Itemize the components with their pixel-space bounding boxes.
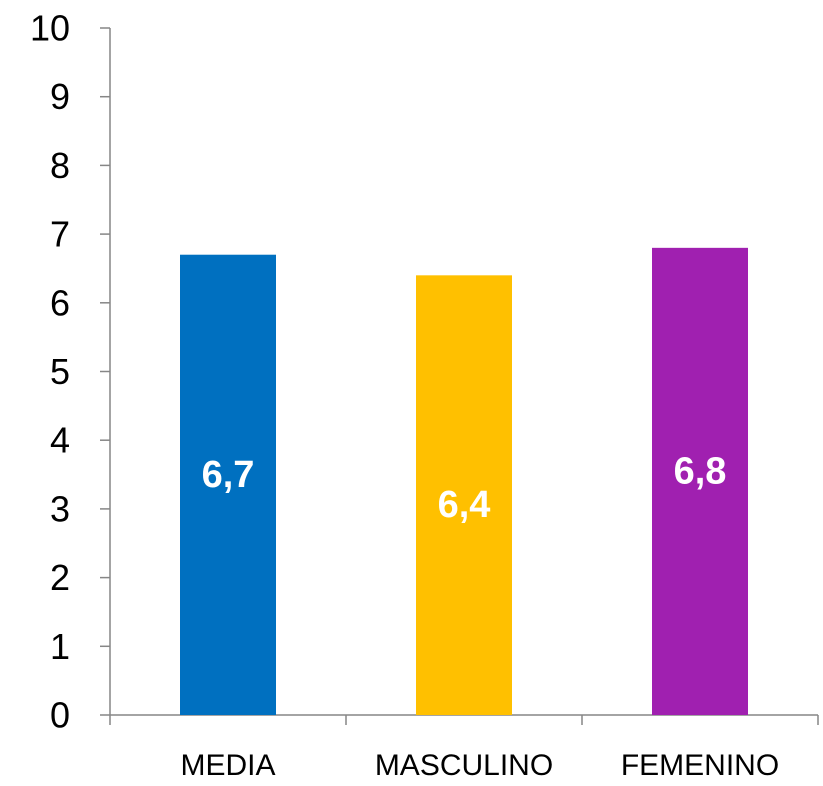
data-label-femenino: 6,8 bbox=[674, 450, 727, 492]
axes: 0 1 2 3 4 5 6 7 8 9 10 bbox=[30, 8, 819, 736]
labels: 6,7 MEDIA 6,4 MASCULINO 6,8 FEMENINO bbox=[180, 450, 779, 782]
bar-femenino bbox=[652, 247, 748, 715]
category-label-femenino: FEMENINO bbox=[621, 749, 779, 782]
bars bbox=[180, 247, 748, 715]
y-tick-label: 5 bbox=[50, 351, 70, 392]
y-tick-label: 1 bbox=[50, 626, 70, 667]
y-tick-label: 6 bbox=[50, 282, 70, 323]
bar-media bbox=[180, 254, 276, 715]
category-label-masculino: MASCULINO bbox=[375, 749, 553, 782]
data-label-masculino: 6,4 bbox=[438, 484, 491, 526]
data-label-media: 6,7 bbox=[202, 454, 255, 496]
category-label-media: MEDIA bbox=[180, 749, 275, 782]
y-tick-label: 2 bbox=[50, 557, 70, 598]
bar-masculino bbox=[416, 275, 512, 715]
y-tick-label: 10 bbox=[30, 8, 70, 49]
y-tick-label: 8 bbox=[50, 145, 70, 186]
y-tick-label: 7 bbox=[50, 214, 70, 255]
y-tick-label: 9 bbox=[50, 76, 70, 117]
y-tick-label: 3 bbox=[50, 488, 70, 529]
y-tick-label: 4 bbox=[50, 420, 70, 461]
y-tick-label: 0 bbox=[50, 695, 70, 736]
